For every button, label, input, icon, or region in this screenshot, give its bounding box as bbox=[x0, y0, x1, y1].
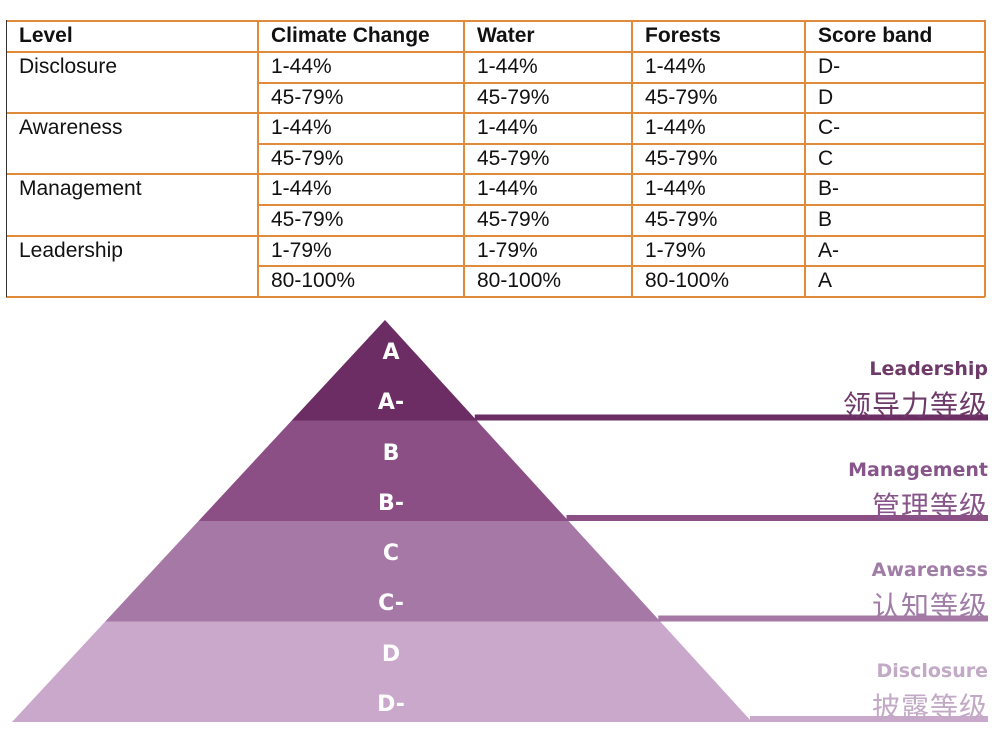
table-border bbox=[6, 20, 7, 297]
table-cell: 45-79% bbox=[645, 85, 718, 109]
tier-name-en: Awareness bbox=[871, 559, 988, 581]
table-border bbox=[6, 51, 985, 53]
score-table: Level Climate Change Water Forests Score ban… bbox=[6, 20, 986, 298]
table-cell: C bbox=[818, 146, 834, 170]
tier-connector-line bbox=[566, 515, 988, 521]
table-border bbox=[6, 295, 985, 298]
table-border bbox=[257, 20, 259, 297]
table-cell: 45-79% bbox=[477, 208, 550, 231]
table-border bbox=[631, 20, 633, 297]
table-cell: D- bbox=[818, 55, 841, 78]
table-cell: 1-79% bbox=[271, 238, 332, 262]
table-cell: 80-100% bbox=[477, 269, 562, 293]
pyramid-tier-disclosure bbox=[12, 621, 752, 722]
table-border bbox=[463, 20, 465, 297]
grade-label: B- bbox=[378, 490, 404, 516]
table-border bbox=[258, 81, 985, 84]
tier-connector-line bbox=[474, 414, 988, 421]
table-border bbox=[804, 20, 806, 297]
table-cell: 1-44% bbox=[645, 116, 706, 140]
table-cell: 1-79% bbox=[477, 238, 538, 262]
tier-name-cn: 管理等级 bbox=[871, 489, 988, 523]
table-cell: 45-79% bbox=[271, 85, 344, 109]
tier-name-en: Management bbox=[848, 458, 988, 481]
table-header-0: Level bbox=[19, 24, 73, 47]
table-cell: 1-44% bbox=[645, 177, 706, 201]
table-cell: 1-44% bbox=[271, 55, 332, 78]
table-cell: 1-44% bbox=[271, 177, 332, 201]
table-border bbox=[6, 234, 985, 237]
table-border bbox=[6, 173, 985, 176]
pyramid-tier-awareness bbox=[105, 521, 661, 622]
table-cell: 1-79% bbox=[645, 238, 706, 262]
table-cell: A- bbox=[818, 238, 839, 262]
table-cell: 1-44% bbox=[271, 116, 332, 140]
table-border bbox=[6, 112, 985, 115]
grade-label: A- bbox=[377, 390, 405, 415]
rating-pyramid: A A- Leadership 领导力等级 B B- Management 管理等级 C C- Aw… bbox=[0, 310, 996, 731]
table-border bbox=[258, 265, 985, 268]
tier-name-en: Leadership bbox=[869, 358, 988, 380]
table-cell: B- bbox=[818, 177, 839, 201]
table-header-3: Forests bbox=[645, 24, 721, 47]
pyramid-graphic bbox=[12, 320, 988, 722]
level-cell-2: Management bbox=[19, 177, 142, 201]
table-cell: 1-44% bbox=[477, 116, 538, 140]
table-cell: A bbox=[818, 269, 833, 293]
table-border bbox=[258, 204, 985, 206]
table-cell: 45-79% bbox=[645, 208, 718, 231]
grade-label: B bbox=[382, 440, 400, 466]
table-header-1: Climate Change bbox=[271, 24, 430, 47]
table-header-4: Score band bbox=[818, 24, 933, 47]
table-header-2: Water bbox=[477, 24, 535, 47]
table-cell: 45-79% bbox=[477, 85, 550, 109]
table-cell: 45-79% bbox=[271, 208, 344, 231]
tier-name-cn: 领导力等级 bbox=[842, 389, 988, 422]
table-cell: C- bbox=[818, 116, 841, 140]
tier-connector-line bbox=[750, 716, 988, 722]
pyramid-tier-management bbox=[198, 420, 569, 521]
grade-label: C bbox=[382, 541, 400, 566]
grade-label: C- bbox=[378, 591, 404, 616]
table-cell: 1-44% bbox=[645, 55, 706, 78]
table-border bbox=[258, 142, 985, 145]
table-cell: B bbox=[818, 208, 833, 231]
pyramid-tier-leadership bbox=[291, 320, 477, 421]
table-cell: 45-79% bbox=[477, 146, 550, 170]
tier-name-en: Disclosure bbox=[876, 659, 988, 682]
table-cell: 80-100% bbox=[271, 269, 356, 293]
level-cell-3: Leadership bbox=[19, 238, 123, 262]
tier-name-cn: 认知等级 bbox=[871, 590, 988, 623]
table-cell: 1-44% bbox=[477, 177, 538, 201]
table-border bbox=[6, 20, 985, 22]
table-cell: 45-79% bbox=[645, 146, 718, 170]
level-cell-0: Disclosure bbox=[19, 55, 118, 78]
table-cell: 45-79% bbox=[271, 146, 344, 170]
table-border bbox=[984, 20, 986, 297]
tier-name-cn: 披露等级 bbox=[871, 690, 988, 724]
grade-label: D bbox=[381, 641, 401, 667]
tier-connector-line bbox=[658, 615, 988, 622]
grade-label: A bbox=[382, 340, 400, 365]
table-cell: D bbox=[818, 85, 834, 109]
grade-label: D- bbox=[377, 691, 405, 717]
level-cell-1: Awareness bbox=[19, 116, 123, 140]
table-cell: 1-44% bbox=[477, 55, 538, 78]
table-cell: 80-100% bbox=[645, 269, 730, 293]
